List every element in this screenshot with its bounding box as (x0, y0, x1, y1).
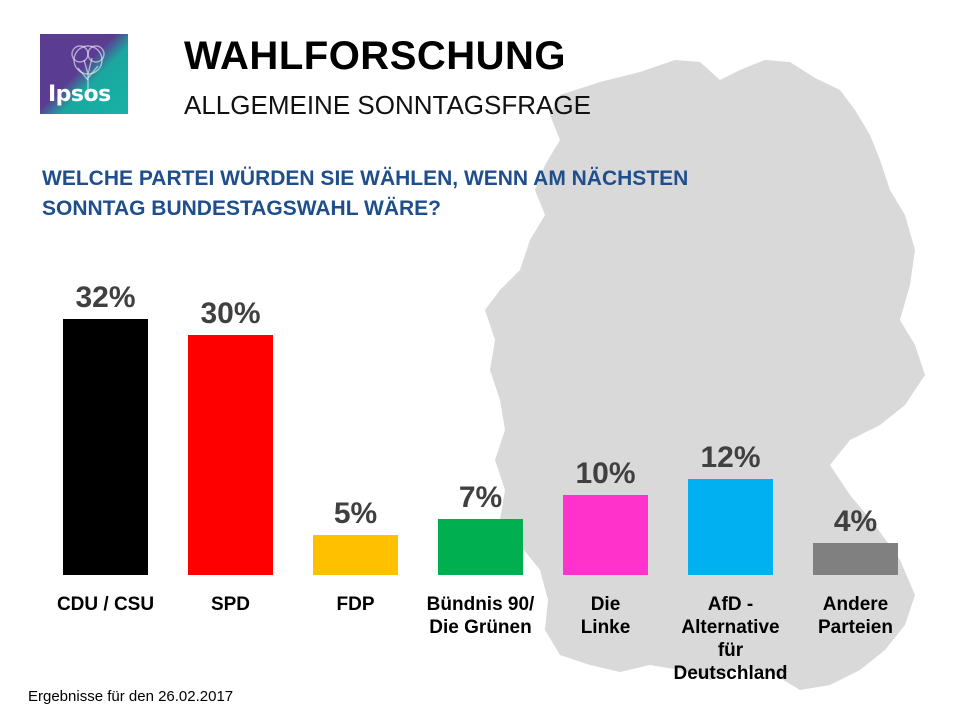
category-label-afd-alternative-f-r-deutschland: AfD -Alternative für Deutschland (673, 594, 787, 684)
data-label-andere-parteien: 4% (834, 505, 877, 538)
bar-spd (188, 335, 273, 575)
category-label-b-ndnis-90-die-gr-nen: Bündnis 90/Die Grünen (427, 594, 535, 638)
ipsos-logo: Ipsos (40, 34, 128, 114)
category-label-fdp: FDP (337, 594, 375, 615)
category-label-die-linke: Die Linke (581, 594, 631, 638)
tree-icon (71, 45, 105, 98)
bar-afd-alternative-f-r-deutschland (688, 479, 773, 575)
bar-fdp (313, 535, 398, 575)
bar-b-ndnis-90-die-gr-nen (438, 519, 523, 575)
page-subtitle: ALLGEMEINE SONNTAGSFRAGE (184, 90, 591, 120)
data-label-cdu-csu: 32% (75, 281, 135, 314)
data-label-afd-alternative-f-r-deutschland: 12% (700, 441, 760, 474)
page-title: WAHLFORSCHUNG (184, 34, 567, 78)
data-label-b-ndnis-90-die-gr-nen: 7% (459, 481, 502, 514)
question-line-1: WELCHE PARTEI WÜRDEN SIE WÄHLEN, WENN AM… (42, 167, 689, 190)
survey-question: WELCHE PARTEI WÜRDEN SIE WÄHLEN, WENN AM… (42, 164, 762, 224)
data-label-fdp: 5% (334, 497, 377, 530)
category-label-andere-parteien: Andere Parteien (818, 594, 893, 638)
logo-text: Ipsos (48, 82, 111, 107)
category-label-spd: SPD (211, 594, 250, 615)
data-label-die-linke: 10% (575, 457, 635, 490)
category-label-cdu-csu: CDU / CSU (57, 594, 154, 615)
bar-andere-parteien (813, 543, 898, 575)
question-line-2: SONNTAG BUNDESTAGSWAHL WÄRE? (42, 197, 441, 220)
data-label-spd: 30% (200, 297, 260, 330)
bar-die-linke (563, 495, 648, 575)
results-date-footnote: Ergebnisse für den 26.02.2017 (28, 688, 234, 705)
bar-cdu-csu (63, 319, 148, 575)
